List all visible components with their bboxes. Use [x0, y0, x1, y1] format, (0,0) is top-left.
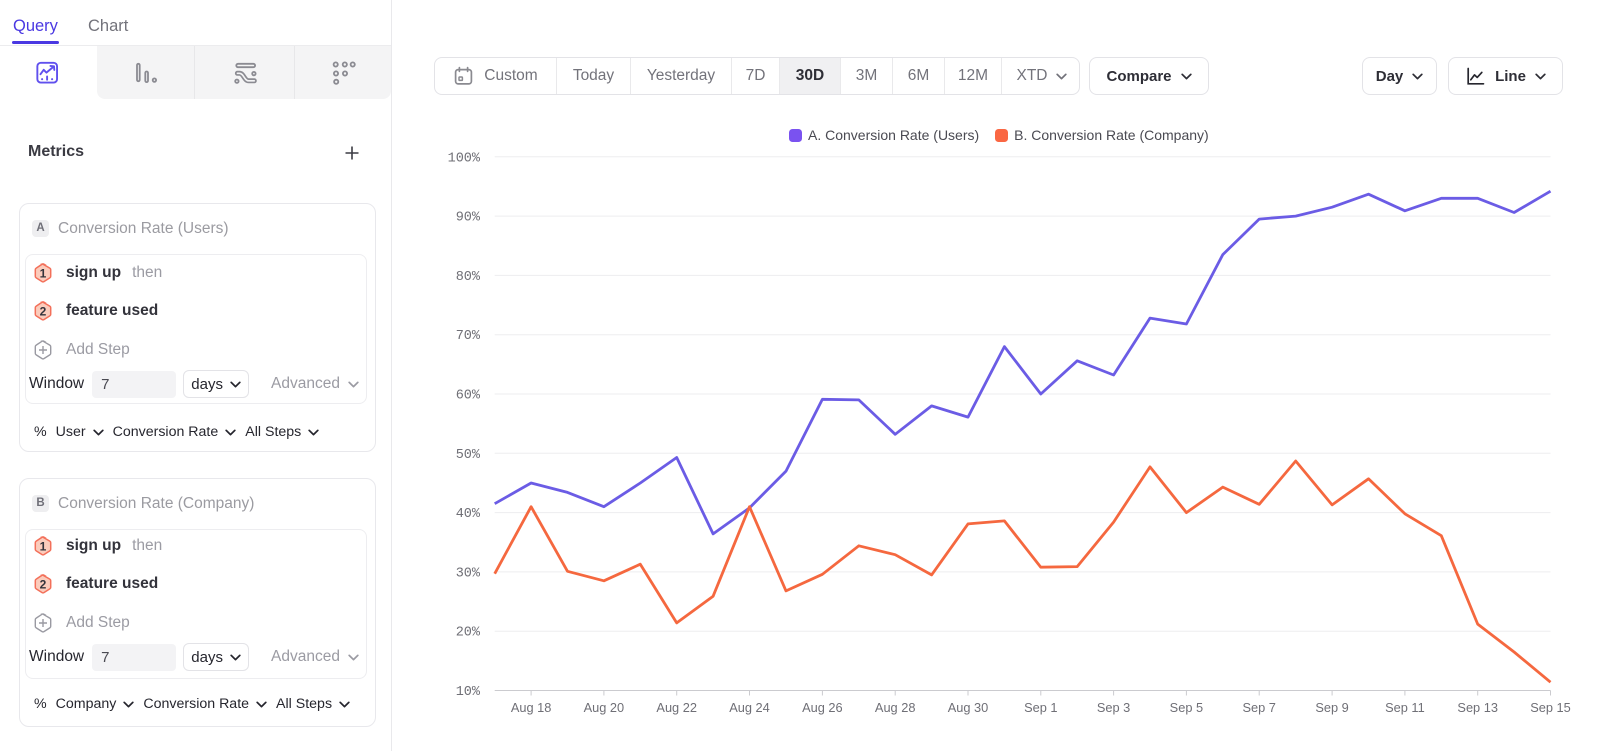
svg-text:1: 1: [40, 539, 47, 553]
svg-text:40%: 40%: [456, 507, 481, 522]
svg-text:Sep 9: Sep 9: [1315, 700, 1348, 715]
svg-text:90%: 90%: [456, 211, 481, 226]
svg-text:Aug 18: Aug 18: [511, 700, 552, 715]
svg-text:1: 1: [40, 266, 47, 280]
svg-text:Sep 15: Sep 15: [1530, 700, 1571, 715]
svg-text:Aug 28: Aug 28: [875, 700, 916, 715]
svg-text:80%: 80%: [456, 270, 481, 285]
svg-text:Sep 1: Sep 1: [1024, 700, 1057, 715]
svg-text:2: 2: [40, 577, 47, 591]
svg-text:10%: 10%: [456, 685, 481, 700]
svg-text:2: 2: [40, 304, 47, 318]
svg-text:Sep 11: Sep 11: [1385, 700, 1425, 715]
svg-text:30%: 30%: [456, 566, 481, 581]
svg-text:Sep 13: Sep 13: [1457, 700, 1498, 715]
svg-text:50%: 50%: [456, 448, 481, 463]
svg-text:70%: 70%: [456, 329, 481, 344]
svg-text:Aug 22: Aug 22: [656, 700, 697, 715]
svg-text:Aug 30: Aug 30: [948, 700, 989, 715]
svg-text:Aug 24: Aug 24: [729, 700, 770, 715]
svg-text:Sep 7: Sep 7: [1242, 700, 1275, 715]
svg-text:Sep 3: Sep 3: [1097, 700, 1130, 715]
svg-text:100%: 100%: [448, 151, 481, 166]
svg-text:Sep 5: Sep 5: [1170, 700, 1203, 715]
svg-text:Aug 20: Aug 20: [584, 700, 625, 715]
svg-text:60%: 60%: [456, 389, 481, 404]
svg-text:Aug 26: Aug 26: [802, 700, 843, 715]
svg-text:20%: 20%: [456, 626, 481, 641]
